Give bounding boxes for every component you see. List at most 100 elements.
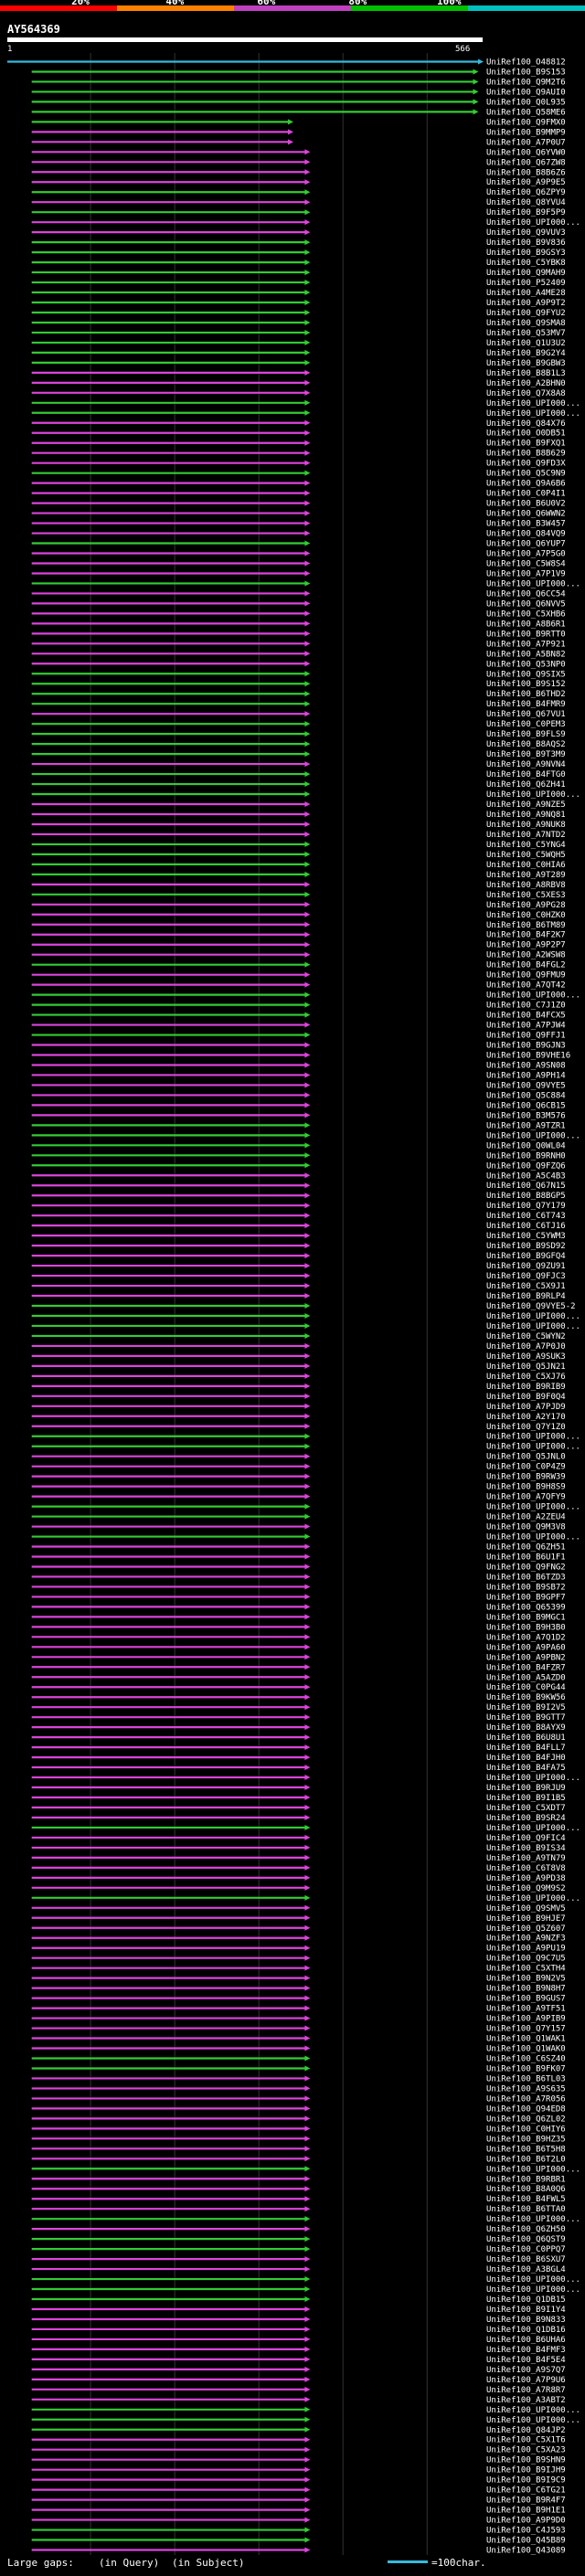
hit-label[interactable]: UniRef100_C0P4I1 (486, 490, 566, 499)
hit-label[interactable]: UniRef100_B9GUS7 (486, 1995, 566, 2004)
hit-label[interactable]: UniRef100_Q9FJC3 (486, 1272, 566, 1281)
hit-label[interactable]: UniRef100_A9NQ81 (486, 811, 566, 820)
hit-label[interactable]: UniRef100_A9S635 (486, 2084, 566, 2094)
hit-label[interactable]: UniRef100_C5YNG4 (486, 841, 566, 850)
hit-label[interactable]: UniRef100_B4F5E4 (486, 2356, 566, 2365)
hit-label[interactable]: UniRef100_A7P5G0 (486, 550, 566, 559)
hit-label[interactable]: UniRef100_C5XDT7 (486, 1804, 566, 1813)
hit-label[interactable]: UniRef100_C5WYN2 (486, 1332, 566, 1341)
hit-label[interactable]: UniRef100_A9TZR1 (486, 1121, 566, 1130)
hit-label[interactable]: UniRef100_A3ABT2 (486, 2396, 566, 2405)
hit-label[interactable]: UniRef100_Q7X8A8 (486, 389, 566, 398)
hit-label[interactable]: UniRef100_UPI000... (486, 1533, 580, 1542)
hit-label[interactable]: UniRef100_B3M576 (486, 1111, 566, 1120)
hit-label[interactable]: UniRef100_A9SN08 (486, 1061, 566, 1070)
hit-label[interactable]: UniRef100_A9NZF3 (486, 1935, 566, 1944)
hit-label[interactable]: UniRef100_B9FK07 (486, 2064, 566, 2073)
hit-label[interactable]: UniRef100_B9N8H7 (486, 1985, 566, 1994)
hit-label[interactable]: UniRef100_Q9SMV5 (486, 1904, 566, 1913)
hit-label[interactable]: UniRef100_Q9VYE5 (486, 1081, 566, 1090)
hit-label[interactable]: UniRef100_A2ZEU4 (486, 1513, 566, 1522)
hit-label[interactable]: UniRef100_B8AQS2 (486, 740, 566, 749)
hit-label[interactable]: UniRef100_A9PH14 (486, 1071, 566, 1080)
hit-label[interactable]: UniRef100_Q6YVW0 (486, 148, 566, 157)
hit-label[interactable]: UniRef100_Q53NP0 (486, 660, 566, 669)
hit-label[interactable]: UniRef100_Q6YUP7 (486, 540, 566, 549)
hit-label[interactable]: UniRef100_Q5Z607 (486, 1924, 566, 1934)
hit-label[interactable]: UniRef100_Q9VYE5-2 (486, 1302, 576, 1311)
hit-label[interactable]: UniRef100_Q9FIC4 (486, 1834, 566, 1843)
hit-label[interactable]: UniRef100_C0HZK0 (486, 911, 566, 920)
hit-label[interactable]: UniRef100_UPI000... (486, 579, 580, 588)
hit-label[interactable]: UniRef100_Q6WWN2 (486, 510, 566, 519)
hit-label[interactable]: UniRef100_A7PJW4 (486, 1022, 566, 1031)
hit-label[interactable]: UniRef100_C5WQH5 (486, 851, 566, 860)
hit-label[interactable]: UniRef100_C0HIA6 (486, 861, 566, 870)
hit-label[interactable]: UniRef100_Q9SMA8 (486, 319, 566, 328)
hit-label[interactable]: UniRef100_B9SD92 (486, 1242, 566, 1251)
hit-label[interactable]: UniRef100_UPI000... (486, 1894, 580, 1903)
hit-label[interactable]: UniRef100_A9S7Q7 (486, 2366, 566, 2375)
hit-label[interactable]: UniRef100_A9SUK3 (486, 1352, 566, 1362)
hit-label[interactable]: UniRef100_Q1DB16 (486, 2326, 566, 2335)
hit-label[interactable]: UniRef100_B6THD2 (486, 690, 566, 699)
hit-label[interactable]: UniRef100_Q43089 (486, 2547, 566, 2556)
hit-label[interactable]: UniRef100_C5XES3 (486, 891, 566, 900)
hit-label[interactable]: UniRef100_Q9SIX5 (486, 670, 566, 679)
hit-label[interactable]: UniRef100_Q6ZH50 (486, 2225, 566, 2234)
hit-label[interactable]: UniRef100_B6SXU7 (486, 2255, 566, 2264)
hit-label[interactable]: UniRef100_Q6CC54 (486, 589, 566, 599)
hit-label[interactable]: UniRef100_C5XTH4 (486, 1965, 566, 1974)
hit-label[interactable]: UniRef100_B6TTA0 (486, 2205, 566, 2214)
hit-label[interactable]: UniRef100_C5XJ76 (486, 1373, 566, 1382)
hit-label[interactable]: UniRef100_B6U8U1 (486, 1733, 566, 1743)
hit-label[interactable]: UniRef100_A9NUK8 (486, 821, 566, 830)
hit-label[interactable]: UniRef100_A9PBN2 (486, 1653, 566, 1662)
hit-label[interactable]: UniRef100_B9G2Y4 (486, 349, 566, 358)
hit-label[interactable]: UniRef100_A9P2P7 (486, 941, 566, 950)
hit-label[interactable]: UniRef100_Q6CB15 (486, 1101, 566, 1110)
hit-label[interactable]: UniRef100_Q6QST9 (486, 2235, 566, 2244)
hit-label[interactable]: UniRef100_B6TL03 (486, 2074, 566, 2083)
hit-label[interactable]: UniRef100_Q1U3U2 (486, 339, 566, 348)
hit-label[interactable]: UniRef100_Q0L935 (486, 98, 566, 107)
hit-label[interactable]: UniRef100_B9FLS9 (486, 730, 566, 739)
hit-label[interactable]: UniRef100_C6TJ16 (486, 1222, 566, 1231)
hit-label[interactable]: UniRef100_B9N833 (486, 2316, 566, 2325)
hit-label[interactable]: UniRef100_B9GBW3 (486, 359, 566, 368)
hit-label[interactable]: UniRef100_Q84X76 (486, 419, 566, 429)
hit-label[interactable]: UniRef100_B9GFQ4 (486, 1252, 566, 1261)
hit-label[interactable]: UniRef100_Q9FZQ6 (486, 1161, 566, 1171)
hit-label[interactable]: UniRef100_B9RLP4 (486, 1292, 566, 1301)
hit-label[interactable]: UniRef100_Q9FFJ1 (486, 1032, 566, 1041)
hit-label[interactable]: UniRef100_Q6ZH51 (486, 1543, 566, 1553)
hit-label[interactable]: UniRef100_B9F5P9 (486, 208, 566, 217)
hit-label[interactable]: UniRef100_C6T743 (486, 1212, 566, 1221)
hit-label[interactable]: UniRef100_UPI000... (486, 1322, 580, 1331)
hit-label[interactable]: UniRef100_UPI000... (486, 2416, 580, 2425)
hit-label[interactable]: UniRef100_B9RNH0 (486, 1151, 566, 1161)
hit-label[interactable]: UniRef100_Q5JNL0 (486, 1453, 566, 1462)
hit-label[interactable]: UniRef100_B8AYX9 (486, 1723, 566, 1733)
hit-label[interactable]: UniRef100_B9V836 (486, 239, 566, 248)
hit-label[interactable]: UniRef100_Q67N15 (486, 1182, 566, 1191)
hit-label[interactable]: UniRef100_A8B6R1 (486, 620, 566, 629)
hit-label[interactable]: UniRef100_A7P921 (486, 640, 566, 649)
hit-label[interactable]: UniRef100_A9P9D0 (486, 2517, 566, 2526)
hit-label[interactable]: UniRef100_Q9ZU91 (486, 1262, 566, 1271)
hit-label[interactable]: UniRef100_B9RTT0 (486, 630, 566, 639)
hit-label[interactable]: UniRef100_B4FGL2 (486, 961, 566, 970)
hit-label[interactable]: UniRef100_A9NZE5 (486, 800, 566, 810)
hit-label[interactable]: UniRef100_B6UHA6 (486, 2336, 566, 2345)
hit-label[interactable]: UniRef100_A8RBV8 (486, 881, 566, 890)
hit-label[interactable]: UniRef100_Q9C7U5 (486, 1955, 566, 1964)
hit-label[interactable]: UniRef100_Q9FYU2 (486, 309, 566, 318)
hit-label[interactable]: UniRef100_B4FWL5 (486, 2195, 566, 2204)
hit-label[interactable]: UniRef100_C7J1Z0 (486, 1002, 566, 1011)
hit-label[interactable]: UniRef100_B9T3M9 (486, 750, 566, 759)
hit-label[interactable]: UniRef100_Q84VQ9 (486, 530, 566, 539)
hit-label[interactable]: UniRef100_A5BN82 (486, 650, 566, 659)
hit-label[interactable]: UniRef100_Q9FMX0 (486, 118, 566, 127)
hit-label[interactable]: UniRef100_A9TF51 (486, 2005, 566, 2014)
hit-label[interactable]: UniRef100_UPI000... (486, 1131, 580, 1140)
